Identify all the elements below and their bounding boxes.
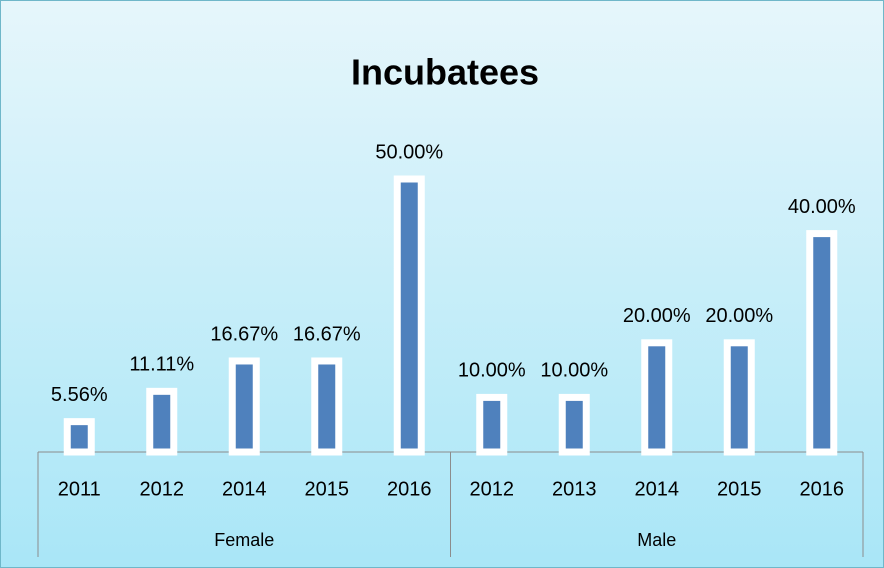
bar xyxy=(146,387,178,456)
value-label: 16.67% xyxy=(293,323,361,345)
x-tick-label: 2015 xyxy=(305,478,350,500)
value-label: 20.00% xyxy=(623,305,691,327)
bar xyxy=(228,357,260,456)
value-label: 40.00% xyxy=(788,196,856,218)
bar xyxy=(641,339,673,456)
x-tick-label: 2014 xyxy=(222,478,267,500)
x-tick-label: 2012 xyxy=(470,478,515,500)
bar xyxy=(476,393,508,456)
value-label: 16.67% xyxy=(210,323,278,345)
group-label: Female xyxy=(214,530,274,550)
bar xyxy=(558,393,590,456)
value-label: 50.00% xyxy=(375,141,443,163)
x-tick-label: 2015 xyxy=(717,478,762,500)
x-tick-label: 2013 xyxy=(552,478,597,500)
value-label: 11.11% xyxy=(129,354,194,376)
bar xyxy=(806,230,838,456)
bar xyxy=(63,418,95,456)
x-tick-label: 2014 xyxy=(635,478,680,500)
x-tick-label: 2011 xyxy=(58,478,101,500)
bar xyxy=(311,357,343,456)
x-tick-label: 2012 xyxy=(140,478,185,500)
value-label: 10.00% xyxy=(458,360,526,382)
x-tick-label: 2016 xyxy=(800,478,845,500)
value-label: 20.00% xyxy=(705,305,773,327)
value-label: 5.56% xyxy=(51,384,108,406)
value-label: 10.00% xyxy=(540,360,608,382)
bar xyxy=(393,175,425,456)
bar xyxy=(723,339,755,456)
x-tick-label: 2016 xyxy=(387,478,432,500)
chart-title: Incubatees xyxy=(351,52,539,93)
group-label: Male xyxy=(637,530,676,550)
